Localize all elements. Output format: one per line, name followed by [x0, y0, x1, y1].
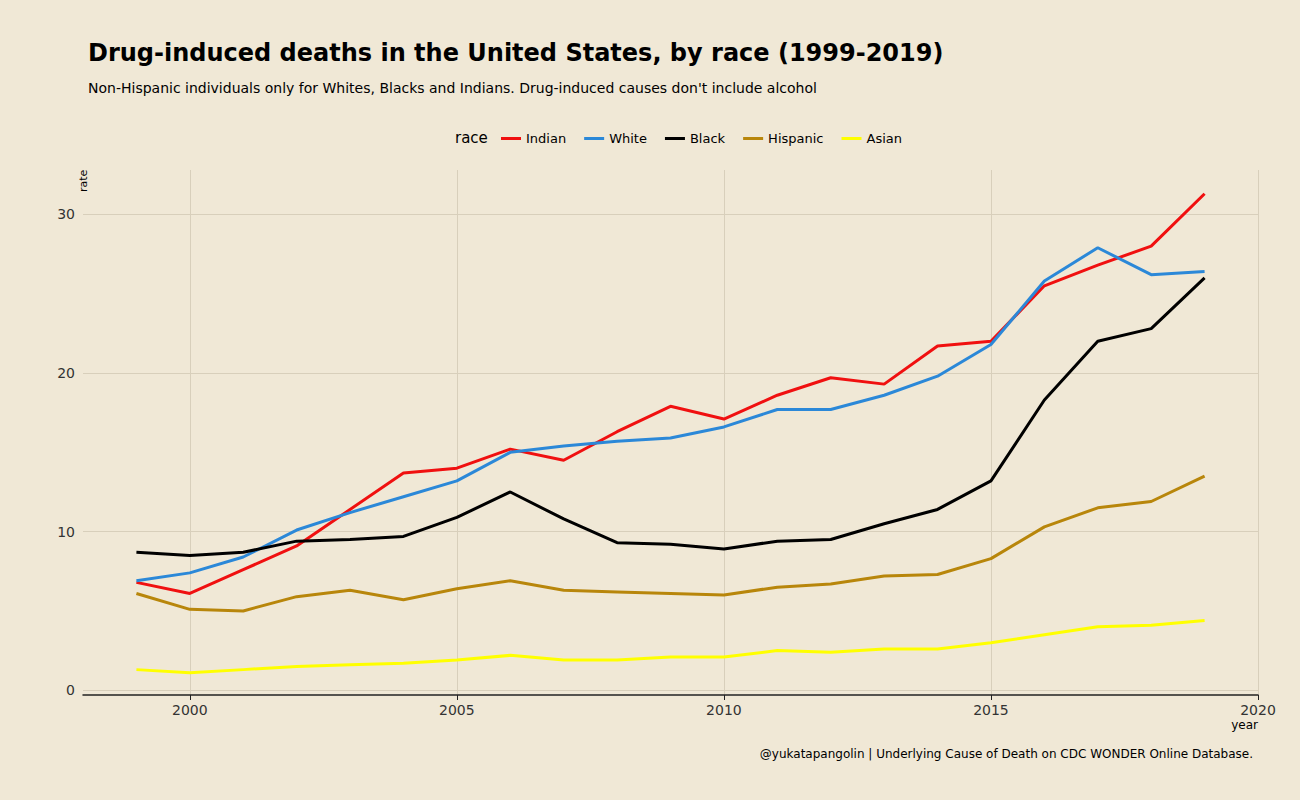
- svg-text:2020: 2020: [1240, 702, 1276, 718]
- svg-text:Non-Hispanic individuals only: Non-Hispanic individuals only for Whites…: [88, 80, 817, 96]
- svg-text:2005: 2005: [439, 702, 475, 718]
- svg-text:10: 10: [57, 524, 75, 540]
- svg-text:year: year: [1231, 718, 1258, 732]
- svg-text:2010: 2010: [706, 702, 742, 718]
- svg-text:2015: 2015: [973, 702, 1009, 718]
- svg-text:Black: Black: [690, 131, 726, 146]
- svg-text:2000: 2000: [172, 702, 208, 718]
- svg-text:30: 30: [57, 206, 75, 222]
- svg-text:Hispanic: Hispanic: [768, 131, 823, 146]
- svg-text:Drug-induced deaths in the Uni: Drug-induced deaths in the United States…: [88, 39, 943, 67]
- svg-text:White: White: [609, 131, 647, 146]
- svg-text:20: 20: [57, 365, 75, 381]
- svg-text:race: race: [455, 129, 488, 147]
- svg-text:0: 0: [66, 682, 75, 698]
- svg-text:Asian: Asian: [866, 131, 901, 146]
- svg-text:Indian: Indian: [526, 131, 566, 146]
- svg-text:rate: rate: [77, 169, 90, 192]
- svg-text:@yukatapangolin | Underlying C: @yukatapangolin | Underlying Cause of De…: [760, 747, 1253, 761]
